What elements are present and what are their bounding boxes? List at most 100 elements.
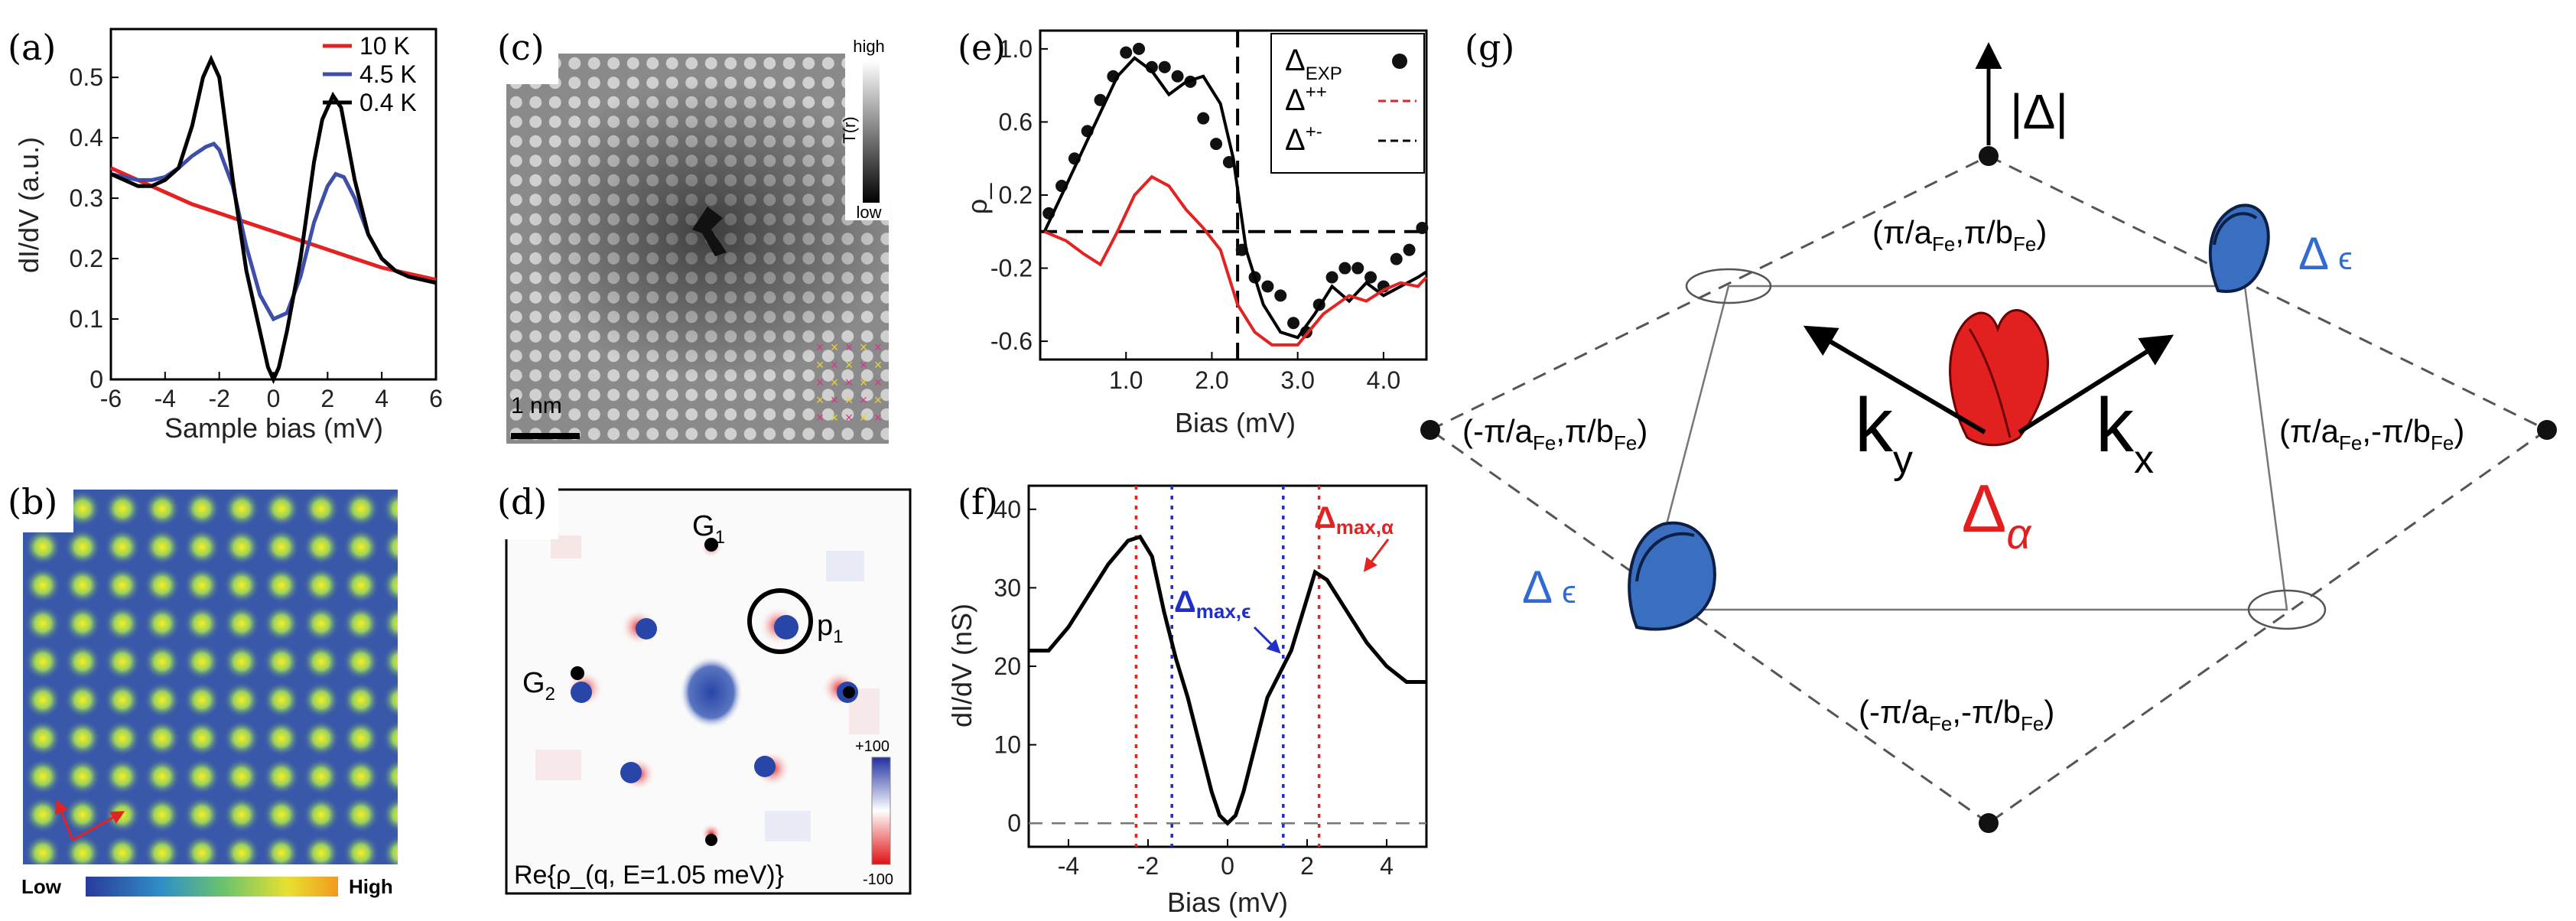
panel-e-ytick-label: 0.6 (999, 108, 1033, 135)
panel-f-series (1029, 486, 1426, 847)
panel-g-dot-left (1420, 420, 1440, 440)
panel-c-site-mark: × (845, 410, 854, 425)
panel-g-corner-left: (-π/aFe,π/bFe) (1462, 413, 1647, 454)
panel-c-site-mark: × (874, 392, 883, 408)
panel-a-xtick-label: 0 (267, 385, 281, 412)
panel-c: (c) high low T(r) × × × × ×× × × × ×× × × × ×× × × × ×× ×… (490, 23, 895, 444)
panel-a-xtick-label: 2 (320, 385, 334, 412)
panel-e-exp-point (1390, 252, 1403, 265)
panel-c-site-mark: × (831, 375, 839, 390)
panel-e-exp-point (1133, 42, 1146, 55)
panel-a-ytick-label: 0.5 (70, 63, 103, 91)
panel-c-site-mark: × (845, 375, 854, 390)
panel-e-ytick-label: 0.2 (999, 181, 1033, 209)
panel-c-site-mark: × (816, 357, 825, 373)
panel-g-ky: ky (1855, 382, 1913, 482)
panel-c-site-mark: × (860, 375, 868, 390)
panel-c-site-mark: × (860, 392, 868, 408)
panel-e-legend-entry: Δ+- (1285, 122, 1322, 157)
panel-f-ylabel: dI/dV (nS) (946, 604, 977, 727)
panel-c-site-mark: × (816, 375, 825, 390)
panel-c-site-mark: × (860, 340, 868, 355)
panel-g-kx: kx (2096, 382, 2154, 482)
panel-a-xtick-label: -6 (100, 385, 122, 412)
panel-c-defect (692, 207, 727, 256)
panel-e-exp-point (1120, 46, 1133, 59)
panel-g-pocket-tl (1685, 268, 1772, 304)
panel-c-site-mark: × (816, 410, 825, 425)
panel-b-heatmap (23, 490, 398, 864)
panel-d-g1-dot (704, 538, 718, 552)
panel-e-legend-entry: ΔEXP (1285, 44, 1342, 84)
panel-e-ticks: 1.0 2.0 3.0 4.0 -0.6 -0.2 0.2 0.6 1.0 (990, 35, 1400, 394)
panel-e: (e) 1.0 2.0 3.0 4.0-0.6-0.20.20.61.0 ΔEXPΔ+… (958, 27, 1429, 438)
panel-e-legend-entry: Δ++ (1285, 82, 1327, 117)
panel-g-corner-right: (π/aFe,-π/bFe) (2279, 413, 2464, 454)
panel-c-site-mark: × (816, 340, 825, 355)
panel-e-xtick-label: 2.0 (1195, 366, 1228, 394)
panel-b-label-bg (0, 468, 73, 532)
panel-g-gap-eps-bl (1628, 521, 1716, 631)
panel-e-xtick-label: 4.0 (1367, 366, 1400, 394)
panel-c-site-mark: × (874, 357, 883, 373)
panel-f-xtick-label: 0 (1221, 852, 1234, 880)
panel-f-xtick-label: -4 (1058, 852, 1079, 880)
panel-e-exp-point (1403, 243, 1416, 256)
panel-f-xlabel: Bias (mV) (1167, 887, 1288, 918)
panel-g-diamond (1429, 155, 2548, 825)
panel-b: (b) Low High (0, 468, 398, 898)
panel-c-site-mark: × (831, 410, 839, 425)
panel-e-exp-point (1325, 271, 1338, 284)
panel-c-label-bg (490, 23, 558, 84)
panel-d-g1-label: G1 (692, 510, 725, 548)
panel-e-ytick-label: -0.2 (990, 255, 1033, 282)
panel-c-site-mark: × (874, 410, 883, 425)
panel-label-b: (b) (8, 481, 57, 522)
panel-a-line (109, 54, 437, 385)
panel-e-exp-point (1338, 262, 1351, 275)
panel-f-ytick-label: 0 (1007, 809, 1021, 837)
panel-a-xlabel: Sample bias (mV) (164, 412, 383, 444)
panel-e-exp-point (1287, 317, 1300, 330)
panel-c-scalebar-label: 1 nm (511, 393, 562, 418)
panel-a-ytick-label: 0.3 (70, 184, 103, 212)
panel-g-dot-right (2537, 420, 2557, 440)
panel-b-colorbar-high: High (349, 875, 393, 898)
panel-d-g-dot (843, 686, 855, 698)
panel-c-site-mark: × (831, 357, 839, 373)
panel-a-xtick-label: 6 (429, 385, 443, 412)
panel-f-ytick-label: 10 (994, 731, 1021, 759)
panel-f-ytick-label: 40 (994, 496, 1021, 523)
panel-e-exp-point (1197, 112, 1210, 125)
panel-f-xtick-label: 2 (1300, 852, 1314, 880)
panel-label-a: (a) (8, 27, 56, 68)
panel-a-ytick-label: 0 (89, 366, 103, 393)
panel-e-xtick-label: 3.0 (1280, 366, 1314, 394)
panel-b-colorbar-low: Low (21, 875, 62, 898)
panel-c-cbar-low: low (856, 203, 881, 222)
panel-g-axis-label: |Δ| (2010, 84, 2068, 139)
panel-f-line (1029, 534, 1426, 826)
panel-e-exp-point (1171, 70, 1184, 83)
panel-a-legend-entry: 4.5 K (359, 60, 417, 88)
panel-d: G1 G2 p1 +100 -100 (d) Re{ρ_(q, E=1.05 m… (490, 478, 912, 895)
panel-a-series (109, 54, 437, 385)
panel-f-annot-eps-arrow (1253, 626, 1281, 654)
panel-c-site-mark: × (874, 340, 883, 355)
panel-c-site-mark: × (860, 357, 868, 373)
panel-e-xtick-label: 1.0 (1109, 366, 1143, 394)
panel-e-ylabel: ρ_ (961, 183, 993, 214)
panel-c-site-mark: × (845, 392, 854, 408)
panel-e-series (1040, 31, 1429, 360)
panel-g: (g) |Δ| ky kx Δα Δ (1420, 27, 2557, 833)
panel-label-e: (e) (958, 27, 1006, 68)
panel-g-gap-eps-tr (2208, 203, 2270, 293)
panel-g-gap-alpha (1949, 309, 2049, 447)
panel-f-annot-eps: Δmax,ϵ (1174, 585, 1251, 623)
panel-e-exp-point (1416, 222, 1429, 234)
panel-e-exp-point (1158, 60, 1171, 73)
